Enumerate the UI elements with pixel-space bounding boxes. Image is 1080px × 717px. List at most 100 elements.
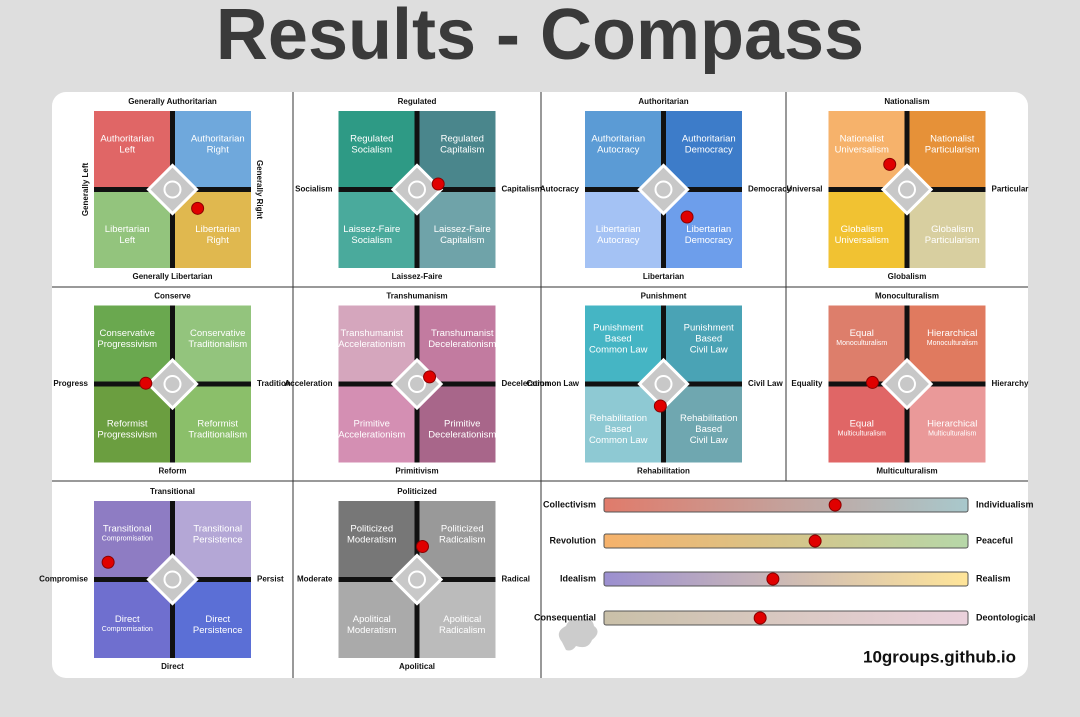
axis-right: Radical — [502, 575, 530, 584]
quadrant-label: Socialism — [351, 144, 392, 155]
slider-dot — [828, 498, 842, 512]
result-dot — [680, 210, 694, 224]
axis-bottom: Generally Libertarian — [132, 272, 212, 281]
quadrant-label: Persistence — [193, 625, 243, 636]
center-icon — [898, 180, 916, 199]
page-title: Results - Compass — [216, 0, 864, 75]
quadrant-label: Based — [695, 333, 722, 344]
quadrant-label: Laissez-Faire — [434, 224, 491, 235]
quadrant — [172, 305, 251, 384]
quadrant-label: Civil Law — [690, 344, 728, 355]
brain-logo — [558, 618, 598, 651]
quadrant-label: Rehabilitation — [589, 413, 647, 424]
axis-left: Universal — [786, 185, 822, 194]
center-diamond — [390, 163, 444, 216]
slider-right-label: Peaceful — [976, 535, 1013, 545]
quadrant-label: Globalism — [841, 224, 883, 235]
axis-left: Acceleration — [284, 379, 332, 388]
axis-right: Persist — [257, 575, 284, 584]
axis-right: Deceleration — [502, 379, 550, 388]
axis-bottom: Direct — [161, 662, 184, 671]
quadrant — [338, 189, 417, 268]
axis-top: Authoritarian — [638, 97, 688, 106]
slider-track — [603, 571, 969, 587]
axis-bottom: Primitivism — [395, 467, 438, 476]
quadrant-label: Authoritarian — [191, 133, 245, 144]
axis-right: Democracy — [748, 185, 792, 194]
quadrant — [828, 189, 907, 268]
quadrant — [338, 305, 417, 384]
quadrant-sublabel: Compromisation — [102, 536, 153, 543]
quadrant — [172, 384, 251, 463]
axis-left: Equality — [791, 379, 823, 388]
slider-right-label: Realism — [976, 573, 1011, 583]
compass: AuthoritarianAutocracyAuthoritarianDemoc… — [540, 97, 792, 281]
compass: EqualMonoculturalismHierarchicalMonocult… — [791, 292, 1029, 476]
axis-bottom: Laissez-Faire — [392, 272, 443, 281]
quadrant-label: Particularism — [925, 144, 980, 155]
quadrant — [172, 111, 251, 190]
quadrant-label: Moderatism — [347, 625, 397, 636]
quadrant-label: Radicalism — [439, 625, 486, 636]
quadrant-sublabel: Multiculturalism — [928, 431, 976, 438]
result-dot — [431, 177, 445, 191]
center-diamond — [637, 163, 690, 216]
axis-bottom: Multiculturalism — [876, 467, 937, 476]
quadrant-label: Nationalist — [930, 133, 975, 144]
center-diamond — [146, 553, 199, 606]
axis-right: Capitalism — [502, 185, 542, 194]
quadrant — [417, 579, 496, 658]
quadrant-label: Reformist — [197, 418, 238, 429]
result-dot — [415, 540, 429, 554]
quadrant-label: Accelerationism — [338, 339, 405, 350]
axis-right: Civil Law — [748, 379, 783, 388]
quadrant-label: Direct — [205, 614, 230, 625]
quadrant-label: Decelerationism — [428, 339, 496, 350]
quadrant-sublabel: Monoculturalism — [927, 340, 978, 347]
axis-top: Regulated — [398, 97, 437, 106]
quadrant — [94, 384, 173, 463]
quadrant-label: Right — [207, 235, 230, 246]
quadrant-label: Apolitical — [443, 614, 481, 625]
quadrant-label: Left — [119, 235, 135, 246]
quadrant-label: Traditionalism — [188, 339, 247, 350]
quadrant-label: Transitional — [193, 523, 242, 534]
center-icon — [654, 180, 673, 199]
center-diamond — [146, 357, 199, 411]
center-icon — [408, 570, 426, 589]
quadrant — [907, 384, 986, 463]
quadrant-label: Authoritarian — [100, 133, 154, 144]
quadrant — [417, 189, 496, 268]
slider-dot — [753, 611, 767, 625]
quadrant-label: Common Law — [589, 344, 648, 355]
axis-left: Generally Left — [81, 162, 90, 216]
quadrant-label: Transitional — [103, 523, 152, 534]
quadrant-label: Transhumanist — [341, 328, 404, 339]
center-icon — [898, 375, 916, 393]
quadrant — [338, 501, 417, 580]
quadrant-label: Democracy — [685, 144, 733, 155]
slider-left-label: Revolution — [550, 535, 597, 545]
slider-right-label: Individualism — [976, 499, 1034, 509]
slider-dot — [808, 534, 822, 548]
quadrant — [338, 579, 417, 658]
result-dot — [423, 370, 437, 384]
quadrant-label: Libertarian — [596, 224, 641, 235]
result-dot — [653, 399, 667, 413]
quadrant-label: Based — [695, 424, 722, 435]
quadrant-label: Politicized — [441, 523, 484, 534]
quadrant — [417, 111, 496, 190]
center-diamond — [146, 163, 199, 216]
axis-left: Moderate — [297, 575, 333, 584]
quadrant-label: Moderatism — [347, 534, 397, 545]
center-icon — [163, 375, 182, 393]
quadrant-label: Libertarian — [195, 224, 240, 235]
compass: ConservativeProgressivismConservativeTra… — [53, 292, 291, 476]
axis-bottom: Globalism — [888, 272, 927, 281]
axis-bottom: Libertarian — [643, 272, 684, 281]
slider-dot — [766, 572, 780, 586]
quadrant-label: Primitive — [444, 418, 480, 429]
axis-bottom: Apolitical — [399, 662, 435, 671]
quadrant-label: Punishment — [684, 322, 735, 333]
